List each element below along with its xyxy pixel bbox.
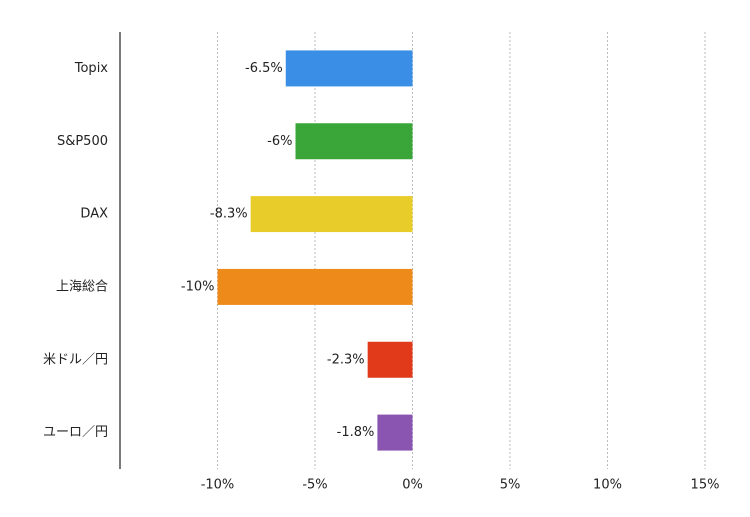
y-tick-label: DAX [80, 207, 108, 222]
x-tick-label: 5% [500, 478, 521, 493]
bar [295, 123, 413, 160]
x-tick-label: 15% [691, 478, 720, 493]
y-tick-label: 上海総合 [56, 279, 108, 294]
bar [367, 341, 413, 378]
bar [217, 268, 413, 305]
x-tick-label: 10% [593, 478, 622, 493]
y-tick-label: Topix [74, 61, 109, 76]
value-label: -1.8% [337, 425, 375, 440]
value-label: -2.3% [327, 352, 365, 367]
y-tick-label: S&P500 [57, 134, 108, 149]
bar [250, 196, 413, 233]
value-label: -6% [267, 134, 292, 149]
x-tick-label: 0% [402, 478, 423, 493]
x-tick-label: -5% [302, 478, 327, 493]
bar [377, 414, 413, 451]
x-tick-label: -10% [201, 478, 235, 493]
bar [285, 50, 413, 87]
y-tick-label: 米ドル／円 [43, 352, 108, 367]
value-label: -8.3% [210, 207, 248, 222]
value-label: -10% [181, 279, 215, 294]
value-label: -6.5% [245, 61, 283, 76]
y-tick-label: ユーロ／円 [43, 425, 108, 440]
